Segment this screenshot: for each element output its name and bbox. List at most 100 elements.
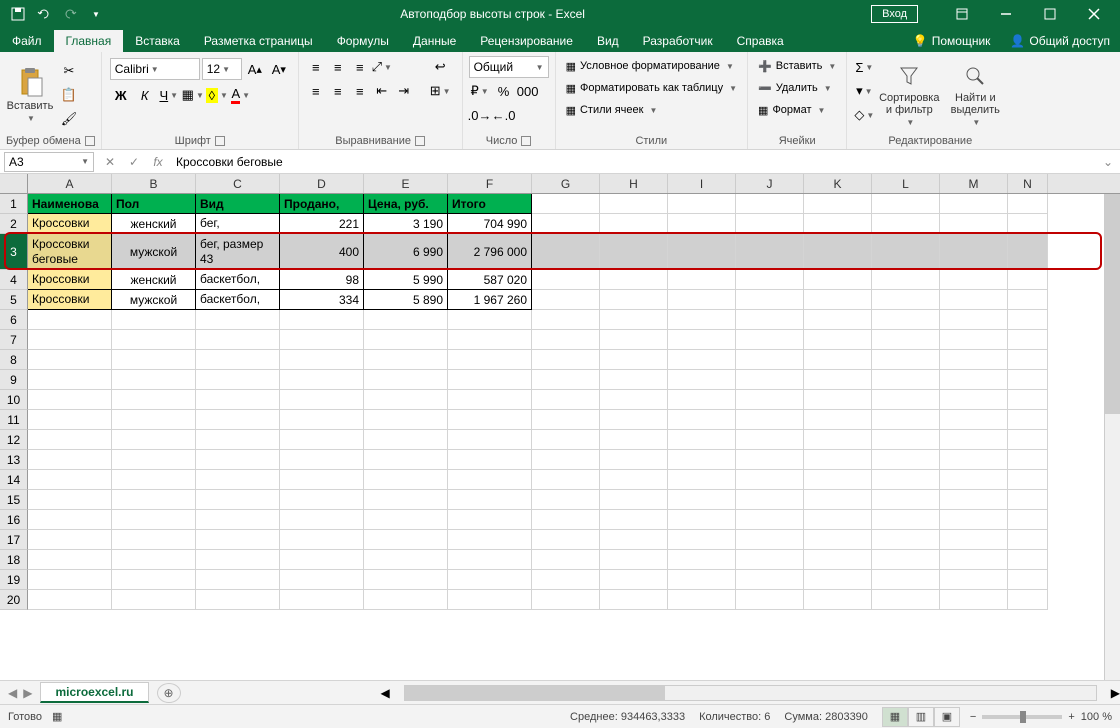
cell[interactable] (532, 570, 600, 590)
cell[interactable] (364, 490, 448, 510)
cell[interactable] (28, 430, 112, 450)
inc-decimal-icon[interactable]: .0→ (469, 104, 491, 126)
cell[interactable]: 6 990 (364, 234, 448, 270)
cell[interactable] (872, 490, 940, 510)
cell[interactable] (668, 590, 736, 610)
ribbon-options-icon[interactable] (942, 0, 982, 28)
cell[interactable] (940, 410, 1008, 430)
find-select-button[interactable]: Найти и выделить▼ (943, 56, 1007, 133)
cell[interactable] (736, 470, 804, 490)
cell[interactable] (532, 550, 600, 570)
cell[interactable]: 1 967 260 (448, 290, 532, 310)
cell[interactable]: 704 990 (448, 214, 532, 234)
cell[interactable]: Кроссовки беговые (28, 234, 112, 270)
cell[interactable] (600, 470, 668, 490)
col-header[interactable]: C (196, 174, 280, 193)
cell[interactable] (112, 350, 196, 370)
row-header[interactable]: 14 (0, 470, 28, 490)
cell[interactable] (804, 530, 872, 550)
maximize-icon[interactable] (1030, 0, 1070, 28)
cell[interactable]: 3 190 (364, 214, 448, 234)
row-header[interactable]: 2 (0, 214, 28, 234)
sort-filter-button[interactable]: Сортировка и фильтр▼ (877, 56, 941, 133)
font-name-combo[interactable]: Calibri▼ (110, 58, 200, 80)
cell[interactable] (280, 450, 364, 470)
cell[interactable] (600, 450, 668, 470)
cell[interactable] (600, 370, 668, 390)
align-left-icon[interactable]: ≡ (305, 80, 327, 102)
cell[interactable] (736, 570, 804, 590)
col-header[interactable]: D (280, 174, 364, 193)
cell[interactable] (448, 370, 532, 390)
cell[interactable] (668, 194, 736, 214)
cell[interactable] (112, 510, 196, 530)
cell[interactable]: Кроссовки (28, 290, 112, 310)
cell[interactable] (532, 214, 600, 234)
qat-dropdown-icon[interactable]: ▼ (88, 6, 104, 22)
cell[interactable] (28, 390, 112, 410)
col-header[interactable]: E (364, 174, 448, 193)
cell[interactable] (804, 410, 872, 430)
cell[interactable] (532, 234, 600, 270)
cell[interactable] (804, 350, 872, 370)
tab-file[interactable]: Файл (0, 30, 54, 52)
cell[interactable] (532, 490, 600, 510)
cell[interactable] (280, 350, 364, 370)
col-header[interactable]: B (112, 174, 196, 193)
cell[interactable] (112, 550, 196, 570)
cell[interactable] (804, 450, 872, 470)
cell[interactable] (196, 550, 280, 570)
cell[interactable]: 2 796 000 (448, 234, 532, 270)
row-header[interactable]: 8 (0, 350, 28, 370)
cell[interactable] (280, 550, 364, 570)
cell[interactable] (532, 430, 600, 450)
tab-Главная[interactable]: Главная (54, 30, 124, 52)
cell[interactable]: Наименова (28, 194, 112, 214)
cell[interactable] (1008, 570, 1048, 590)
cell[interactable] (196, 370, 280, 390)
cell[interactable] (600, 234, 668, 270)
borders-icon[interactable]: ▦▼ (182, 84, 204, 106)
cell[interactable] (448, 330, 532, 350)
cell[interactable] (804, 430, 872, 450)
cell[interactable] (940, 490, 1008, 510)
insert-cells-button[interactable]: ➕Вставить▼ (754, 56, 840, 76)
cell[interactable] (804, 270, 872, 290)
row-header[interactable]: 1 (0, 194, 28, 214)
cell[interactable] (668, 290, 736, 310)
underline-button[interactable]: Ч▼ (158, 84, 180, 106)
cell[interactable] (600, 330, 668, 350)
cell[interactable] (940, 350, 1008, 370)
scroll-right-icon[interactable]: ▶ (1111, 686, 1120, 700)
cell[interactable]: Итого (448, 194, 532, 214)
cell[interactable] (736, 430, 804, 450)
col-header[interactable]: L (872, 174, 940, 193)
cell[interactable] (940, 390, 1008, 410)
cell[interactable] (940, 510, 1008, 530)
cell[interactable] (1008, 310, 1048, 330)
zoom-out-icon[interactable]: − (970, 711, 976, 723)
cell[interactable] (364, 590, 448, 610)
cell[interactable] (28, 470, 112, 490)
cell[interactable] (112, 490, 196, 510)
cell[interactable] (112, 530, 196, 550)
cell[interactable] (1008, 490, 1048, 510)
cell[interactable] (736, 370, 804, 390)
cell[interactable] (736, 590, 804, 610)
cell[interactable] (736, 510, 804, 530)
cell[interactable] (940, 550, 1008, 570)
cell[interactable] (1008, 330, 1048, 350)
cell[interactable] (872, 370, 940, 390)
cell[interactable] (532, 390, 600, 410)
cell[interactable] (532, 410, 600, 430)
cell[interactable] (28, 590, 112, 610)
cell[interactable]: женский (112, 270, 196, 290)
scroll-thumb[interactable] (1105, 194, 1120, 414)
cell[interactable] (196, 330, 280, 350)
cell[interactable] (112, 430, 196, 450)
cell[interactable] (364, 350, 448, 370)
cell[interactable] (600, 270, 668, 290)
tab-Вставка[interactable]: Вставка (123, 30, 192, 52)
tab-Вид[interactable]: Вид (585, 30, 631, 52)
save-icon[interactable] (10, 6, 26, 22)
